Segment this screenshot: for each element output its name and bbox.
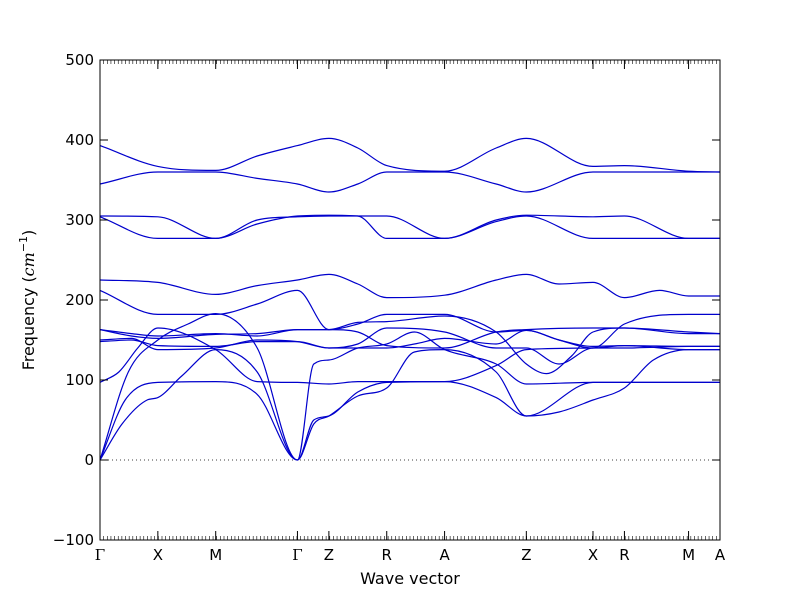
x-tick-label-1: X [153, 546, 163, 564]
y-axis-title-unit: cm [19, 252, 38, 276]
y-axis-ticks: −100 0 100 200 300 400 500 [53, 51, 720, 549]
band-line-14 [99, 137, 721, 173]
band-line-9 [99, 289, 721, 375]
x-tick-label-11: A [715, 546, 726, 564]
band-line-3 [99, 312, 720, 461]
y-tick-label-0: 0 [84, 451, 94, 469]
x-tick-label-10: M [682, 546, 695, 564]
x-tick-label-0: Γ [95, 546, 105, 564]
y-axis-title-prefix: Frequency ( [19, 276, 38, 370]
series-layer [99, 137, 721, 461]
y-tick-label-300: 300 [65, 211, 94, 229]
x-tick-label-7: Z [521, 546, 531, 564]
y-tick-label--100: −100 [53, 531, 94, 549]
x-tick-label-4: Z [324, 546, 334, 564]
band-line-8 [99, 313, 720, 349]
x-tick-label-9: R [619, 546, 629, 564]
plot-frame [99, 59, 721, 541]
x-tick-label-5: R [382, 546, 392, 564]
x-tick-label-3: Γ [292, 546, 302, 564]
y-axis-title: Frequency (cm−1) [17, 230, 38, 371]
band-line-13 [99, 171, 720, 193]
x-tick-label-8: X [588, 546, 598, 564]
band-line-12 [99, 215, 720, 240]
y-axis-title-suffix: ) [19, 230, 38, 236]
band-line-6 [99, 327, 720, 365]
x-axis-title: Wave vector [360, 569, 460, 588]
band-line-10 [99, 273, 720, 299]
y-tick-label-500: 500 [65, 51, 94, 69]
band-line-4 [99, 327, 720, 385]
band-line-2 [99, 380, 720, 461]
x-tick-label-2: M [209, 546, 222, 564]
y-axis-title-unit-exponent: −1 [17, 236, 30, 252]
x-tick-label-6: A [439, 546, 450, 564]
y-tick-label-100: 100 [65, 371, 94, 389]
y-tick-label-200: 200 [65, 291, 94, 309]
band-line-1 [99, 348, 720, 461]
y-tick-label-400: 400 [65, 131, 94, 149]
